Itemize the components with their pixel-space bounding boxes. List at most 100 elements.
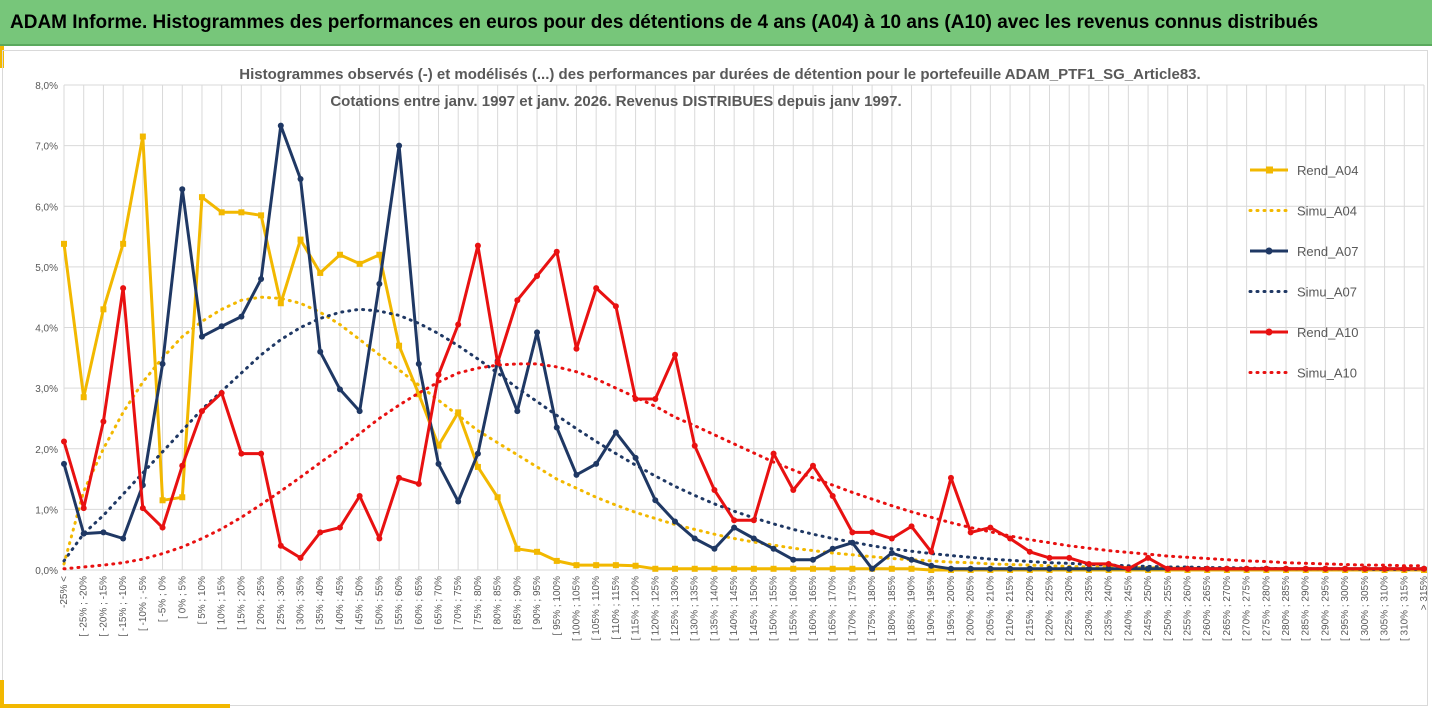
x-tick-label: [ 95% ; 100% — [552, 576, 563, 636]
point-rend_a10 — [711, 486, 718, 493]
point-rend_a04 — [198, 194, 205, 201]
point-rend_a10 — [1184, 565, 1191, 572]
point-rend_a04 — [336, 251, 343, 258]
point-rend_a07 — [356, 408, 363, 415]
x-tick-label: [ 305% ; 310% — [1380, 576, 1391, 641]
point-rend_a07 — [336, 386, 343, 393]
x-tick-label: [ 5% ; 10% — [197, 576, 208, 624]
point-rend_a07 — [888, 550, 895, 557]
point-rend_a04 — [317, 269, 324, 276]
x-tick-label: [ -25% ; -20% — [79, 576, 90, 637]
point-rend_a07 — [967, 565, 974, 572]
point-rend_a04 — [218, 209, 225, 216]
legend-label-rend_a10: Rend_A10 — [1297, 325, 1358, 340]
point-rend_a07 — [691, 535, 698, 542]
x-tick-label: [ 125% ; 130% — [670, 576, 681, 641]
x-tick-label: [ 240% ; 245% — [1123, 576, 1134, 641]
point-rend_a10 — [1145, 554, 1152, 561]
point-rend_a04 — [829, 565, 836, 572]
x-tick-label: [ 265% ; 270% — [1222, 576, 1233, 641]
grid-lines — [63, 84, 1425, 571]
point-rend_a10 — [1283, 565, 1290, 572]
point-rend_a10 — [336, 524, 343, 531]
point-rend_a04 — [849, 565, 856, 572]
point-rend_a07 — [612, 429, 619, 436]
point-rend_a07 — [277, 122, 284, 129]
point-rend_a10 — [829, 493, 836, 500]
x-tick-label: [ 190% ; 195% — [926, 576, 937, 641]
point-rend_a07 — [415, 360, 422, 367]
point-rend_a10 — [100, 418, 107, 425]
point-rend_a04 — [632, 562, 639, 569]
point-rend_a07 — [809, 556, 816, 563]
point-rend_a10 — [612, 303, 619, 310]
point-rend_a04 — [61, 240, 67, 247]
point-rend_a10 — [1302, 565, 1309, 572]
point-rend_a10 — [396, 474, 403, 481]
x-tick-label: [ 120% ; 125% — [650, 576, 661, 641]
point-rend_a10 — [652, 396, 659, 403]
x-tick-label: [ 65% ; 70% — [433, 576, 444, 630]
point-rend_a07 — [790, 556, 797, 563]
x-tick-label: [ 160% ; 165% — [808, 576, 819, 641]
point-rend_a10 — [435, 371, 442, 378]
point-rend_a07 — [987, 565, 994, 572]
x-tick-label: [ 145% ; 150% — [749, 576, 760, 641]
point-rend_a10 — [750, 517, 757, 524]
x-tick-label: [ 80% ; 85% — [493, 576, 504, 630]
point-rend_a04 — [238, 209, 245, 216]
point-rend_a07 — [474, 450, 481, 457]
point-rend_a10 — [159, 524, 166, 531]
point-rend_a10 — [1381, 565, 1388, 572]
point-rend_a07 — [1105, 565, 1112, 572]
point-rend_a10 — [1125, 565, 1132, 572]
x-tick-label: [ 220% ; 225% — [1045, 576, 1056, 641]
point-rend_a04 — [691, 565, 698, 572]
point-rend_a07 — [238, 313, 245, 320]
x-tick-label: > 315% — [1419, 576, 1430, 610]
point-rend_a10 — [1046, 554, 1053, 561]
x-tick-label: [ 260% ; 265% — [1202, 576, 1213, 641]
x-tick-label: [ 245% ; 250% — [1143, 576, 1154, 641]
chart-frame — [2, 50, 1428, 706]
legend-label-simu_a07: Simu_A07 — [1297, 285, 1357, 300]
point-rend_a04 — [928, 567, 935, 573]
point-rend_a07 — [297, 175, 304, 182]
point-rend_a07 — [218, 323, 225, 330]
point-rend_a10 — [534, 272, 541, 279]
point-rend_a07 — [553, 424, 560, 431]
legend-label-rend_a04: Rend_A04 — [1297, 163, 1358, 178]
point-rend_a07 — [1066, 565, 1073, 572]
x-tick-label: [ 180% ; 185% — [887, 576, 898, 641]
x-tick-label: [ 295% ; 300% — [1340, 576, 1351, 641]
point-rend_a07 — [750, 535, 757, 542]
x-tick-label: [ 215% ; 220% — [1025, 576, 1036, 641]
point-rend_a10 — [1204, 565, 1211, 572]
point-rend_a04 — [179, 494, 186, 501]
x-tick-label: [ 40% ; 45% — [335, 576, 346, 630]
x-tick-label: [ 235% ; 240% — [1104, 576, 1115, 641]
point-rend_a10 — [356, 493, 363, 500]
point-rend_a10 — [967, 529, 974, 536]
point-rend_a04 — [455, 409, 462, 416]
x-tick-label: [ 290% ; 295% — [1320, 576, 1331, 641]
x-tick-label: [ 130% ; 135% — [690, 576, 701, 641]
point-rend_a10 — [593, 285, 600, 292]
point-rend_a04 — [139, 133, 146, 140]
point-rend_a07 — [1085, 565, 1092, 572]
point-rend_a07 — [573, 471, 580, 478]
point-rend_a07 — [1007, 565, 1014, 572]
x-tick-label: [ 70% ; 75% — [453, 576, 464, 630]
point-rend_a07 — [652, 497, 659, 504]
chart-title-line-1: Histogrammes observés (-) et modélisés (… — [239, 66, 1200, 83]
x-tick-label: [ -5% ; 0% — [158, 576, 169, 622]
point-rend_a10 — [809, 462, 816, 469]
x-tick-label: [ 250% ; 255% — [1163, 576, 1174, 641]
x-tick-label: [ 310% ; 315% — [1399, 576, 1410, 641]
series-line-rend_a10 — [62, 244, 1424, 571]
x-tick-label: [ 205% ; 210% — [985, 576, 996, 641]
y-tick-label: 4,0% — [35, 324, 58, 335]
x-tick-label: [ 45% ; 50% — [355, 576, 366, 630]
y-tick-label: 8,0% — [35, 81, 58, 92]
